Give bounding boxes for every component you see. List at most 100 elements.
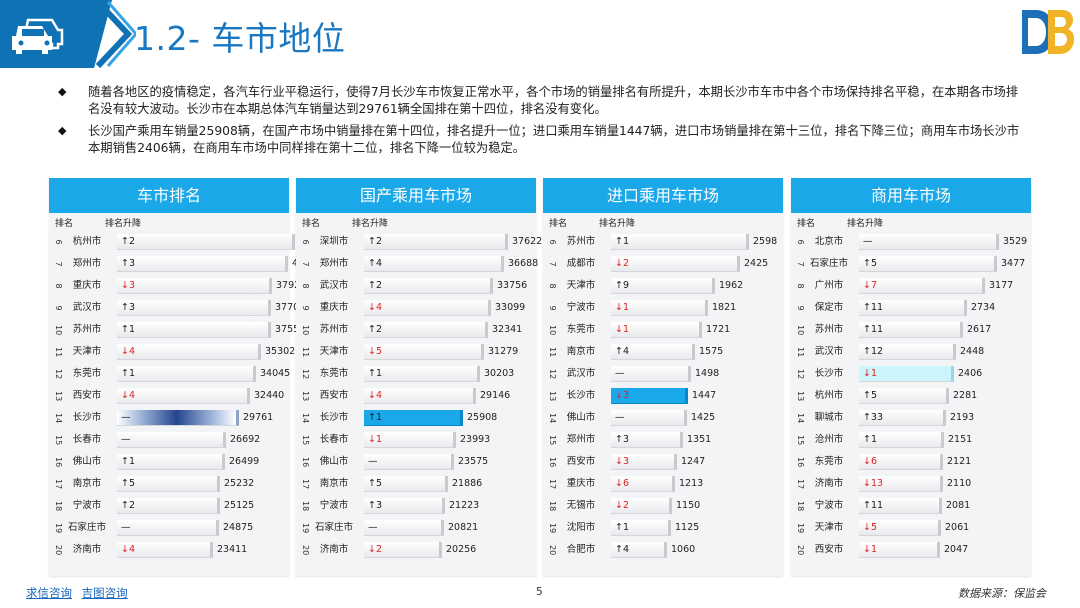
table-row: 16 佛山市 ↑1 26499: [49, 451, 289, 473]
city-name: 佛山市: [566, 412, 596, 423]
sales-value: 32341: [492, 324, 523, 335]
table-row: 9 保定市 ↑11 2734: [791, 297, 1031, 319]
table-row: 19 石家庄市 —20821: [296, 517, 536, 539]
city-name: 苏州市: [814, 324, 844, 335]
rank-change: ↓1: [615, 302, 630, 313]
footer-link-qiuxin[interactable]: 求信咨询: [26, 586, 72, 600]
city-name: 长沙市: [72, 412, 102, 423]
rank-change: ↓4: [368, 390, 383, 401]
rank-change: —: [368, 522, 378, 533]
sales-value: 35302: [265, 346, 296, 357]
ranking-rows: 6 北京市 —3529 7 石家庄市 ↑5 3477 8 广州市 ↓7 3177 9 保定市 ↑11 273…: [791, 231, 1031, 561]
rank-change: ↑5: [368, 478, 383, 489]
table-row: 17 重庆市 ↓6 1213: [543, 473, 783, 495]
bullet-item: ◆ 随着各地区的疫情稳定，各汽车行业平稳运行，使得7月长沙车市恢复正常水平，各个…: [58, 84, 1028, 118]
sales-bar: [859, 234, 999, 250]
table-row: 18 宁波市 ↑11 2081: [791, 495, 1031, 517]
sales-bar: [611, 366, 691, 382]
sales-value: 1060: [671, 544, 696, 555]
city-name: 东莞市: [72, 368, 102, 379]
table-row: 16 西安市 ↓3 1247: [543, 451, 783, 473]
rank-change: ↓1: [615, 324, 630, 335]
table-row: 13 长沙市 ↓3 1447: [543, 385, 783, 407]
city-name: 合肥市: [566, 544, 596, 555]
rank-change: ↓13: [863, 478, 884, 489]
rank-change: ↑4: [615, 544, 630, 555]
city-name: 郑州市: [566, 434, 596, 445]
sales-bar: [859, 410, 946, 426]
ranking-rows: 6 深圳市 ↑2 37622 7 郑州市 ↑4 36688 8 武汉市 ↑2 33756 9 重庆市 ↓4 3…: [296, 231, 542, 561]
city-name: 济南市: [319, 544, 349, 555]
rank-change: ↓4: [368, 302, 383, 313]
rank-change: ↑2: [368, 324, 383, 335]
rank-change: ↑3: [121, 302, 136, 313]
sales-bar: [859, 432, 944, 448]
sales-value: 25908: [467, 412, 498, 423]
sales-bar: [117, 278, 272, 294]
table-row: 20 合肥市 ↑4 1060: [543, 539, 783, 561]
column-header-change: 排名升降: [105, 219, 142, 229]
sales-bar: [859, 498, 942, 514]
rank-change: ↑4: [615, 346, 630, 357]
rank-change: ↓3: [615, 456, 630, 467]
sales-value: 2425: [744, 258, 769, 269]
table-row: 8 广州市 ↓7 3177: [791, 275, 1031, 297]
table-row: 10 苏州市 ↑11 2617: [791, 319, 1031, 341]
city-name: 武汉市: [566, 368, 596, 379]
rank-change: ↓1: [863, 544, 878, 555]
rank-change: ↑2: [368, 236, 383, 247]
sales-bar: [117, 520, 219, 536]
sales-value: 2281: [953, 390, 978, 401]
panel-title: 商用车市场: [791, 178, 1031, 213]
table-row: 17 南京市 ↑5 25232: [49, 473, 289, 495]
sales-value: 25232: [224, 478, 255, 489]
sales-value: 2617: [967, 324, 992, 335]
sales-value: 23411: [217, 544, 248, 555]
sales-value: 21886: [452, 478, 483, 489]
page-number: 5: [536, 586, 543, 598]
rank-change: ↑1: [121, 324, 136, 335]
city-name: 长沙市: [566, 390, 596, 401]
table-row: 18 宁波市 ↑3 21223: [296, 495, 536, 517]
rank-change: ↑2: [121, 500, 136, 511]
column-header-change: 排名升降: [352, 219, 389, 229]
sales-value: 37622: [512, 236, 543, 247]
sales-bar: [117, 322, 271, 338]
city-name: 聊城市: [814, 412, 844, 423]
car-icon: [12, 18, 64, 54]
table-row: 13 西安市 ↓4 32440: [49, 385, 289, 407]
rank-change: ↑5: [121, 478, 136, 489]
rank-change: ↓3: [121, 280, 136, 291]
table-row: 12 长沙市 ↓1 2406: [791, 363, 1031, 385]
city-name: 佛山市: [319, 456, 349, 467]
city-name: 长春市: [319, 434, 349, 445]
table-row: 17 南京市 ↑5 21886: [296, 473, 536, 495]
sales-value: 32440: [254, 390, 285, 401]
sales-bar: [364, 410, 463, 426]
rank-change: ↑1: [368, 412, 383, 423]
city-name: 石家庄市: [809, 258, 848, 269]
sales-value: 33756: [497, 280, 528, 291]
city-name: 成都市: [566, 258, 596, 269]
sales-bar: [859, 256, 997, 272]
rank-change: —: [121, 522, 131, 533]
table-row: 15 长春市 —26692: [49, 429, 289, 451]
sales-bar: [364, 542, 442, 558]
sales-bar: [611, 300, 708, 316]
slide-header: 1.2- 车市地位: [0, 0, 1080, 68]
rank-change: ↓7: [863, 280, 878, 291]
sales-value: 2061: [945, 522, 970, 533]
sales-value: 29761: [243, 412, 274, 423]
sales-value: 3177: [989, 280, 1014, 291]
table-row: 19 天津市 ↓5 2061: [791, 517, 1031, 539]
city-name: 东莞市: [814, 456, 844, 467]
city-name: 南京市: [72, 478, 102, 489]
city-name: 长沙市: [814, 368, 844, 379]
rank-change: ↓1: [368, 434, 383, 445]
table-row: 8 武汉市 ↑2 33756: [296, 275, 536, 297]
sales-bar: [364, 454, 454, 470]
sales-bar: [364, 278, 493, 294]
footer-link-jitu[interactable]: 吉图咨询: [81, 586, 128, 600]
table-row: 10 苏州市 ↑1 37556: [49, 319, 305, 341]
rank-change: ↑11: [863, 324, 884, 335]
